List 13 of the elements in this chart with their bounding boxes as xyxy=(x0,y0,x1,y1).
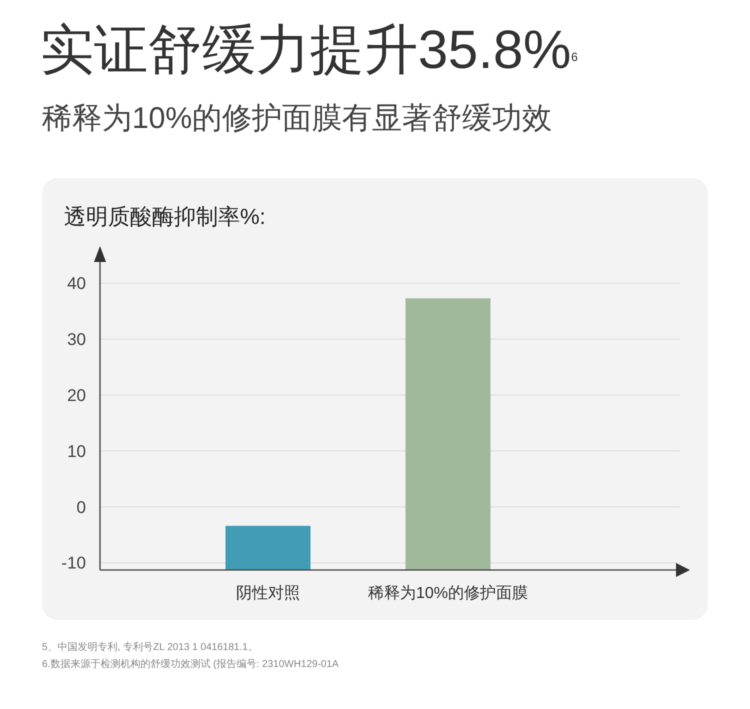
y-tick-label: 40 xyxy=(67,274,86,294)
y-tick-label: 0 xyxy=(76,498,86,517)
y-axis-title: 透明质酸酶抑制率%: xyxy=(64,204,266,229)
y-tick-label: 30 xyxy=(67,330,86,350)
chart-title: 实证舒缓力提升35.8%$^{6}$ xyxy=(40,20,578,80)
text: 6.数据来源于检测机构的舒缓功效测试 (报告编号: 2310WH129-01A xyxy=(42,658,340,670)
y-tick-label: -10 xyxy=(61,554,86,573)
x-tick-label: 稀释为10%的修护面膜 xyxy=(368,584,528,602)
y-tick-label: 20 xyxy=(67,386,86,406)
y-tick-label: 10 xyxy=(67,442,86,461)
chart-subtitle: 稀释为10%的修护面膜有显著舒缓功效 xyxy=(42,102,552,135)
text: 5、中国发明专利, 专利号ZL 2013 1 0416181.1。 xyxy=(42,641,258,653)
x-tick-label: 阴性对照 xyxy=(236,584,300,602)
